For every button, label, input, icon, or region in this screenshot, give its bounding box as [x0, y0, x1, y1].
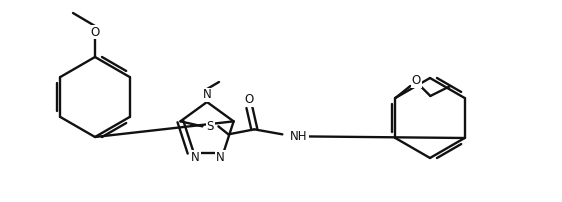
Text: O: O — [412, 75, 421, 87]
Text: N: N — [216, 151, 225, 164]
Text: N: N — [191, 151, 200, 164]
Text: NH: NH — [291, 130, 308, 143]
Text: S: S — [207, 120, 214, 133]
Text: N: N — [203, 88, 211, 101]
Text: O: O — [90, 25, 99, 39]
Text: O: O — [244, 93, 254, 106]
